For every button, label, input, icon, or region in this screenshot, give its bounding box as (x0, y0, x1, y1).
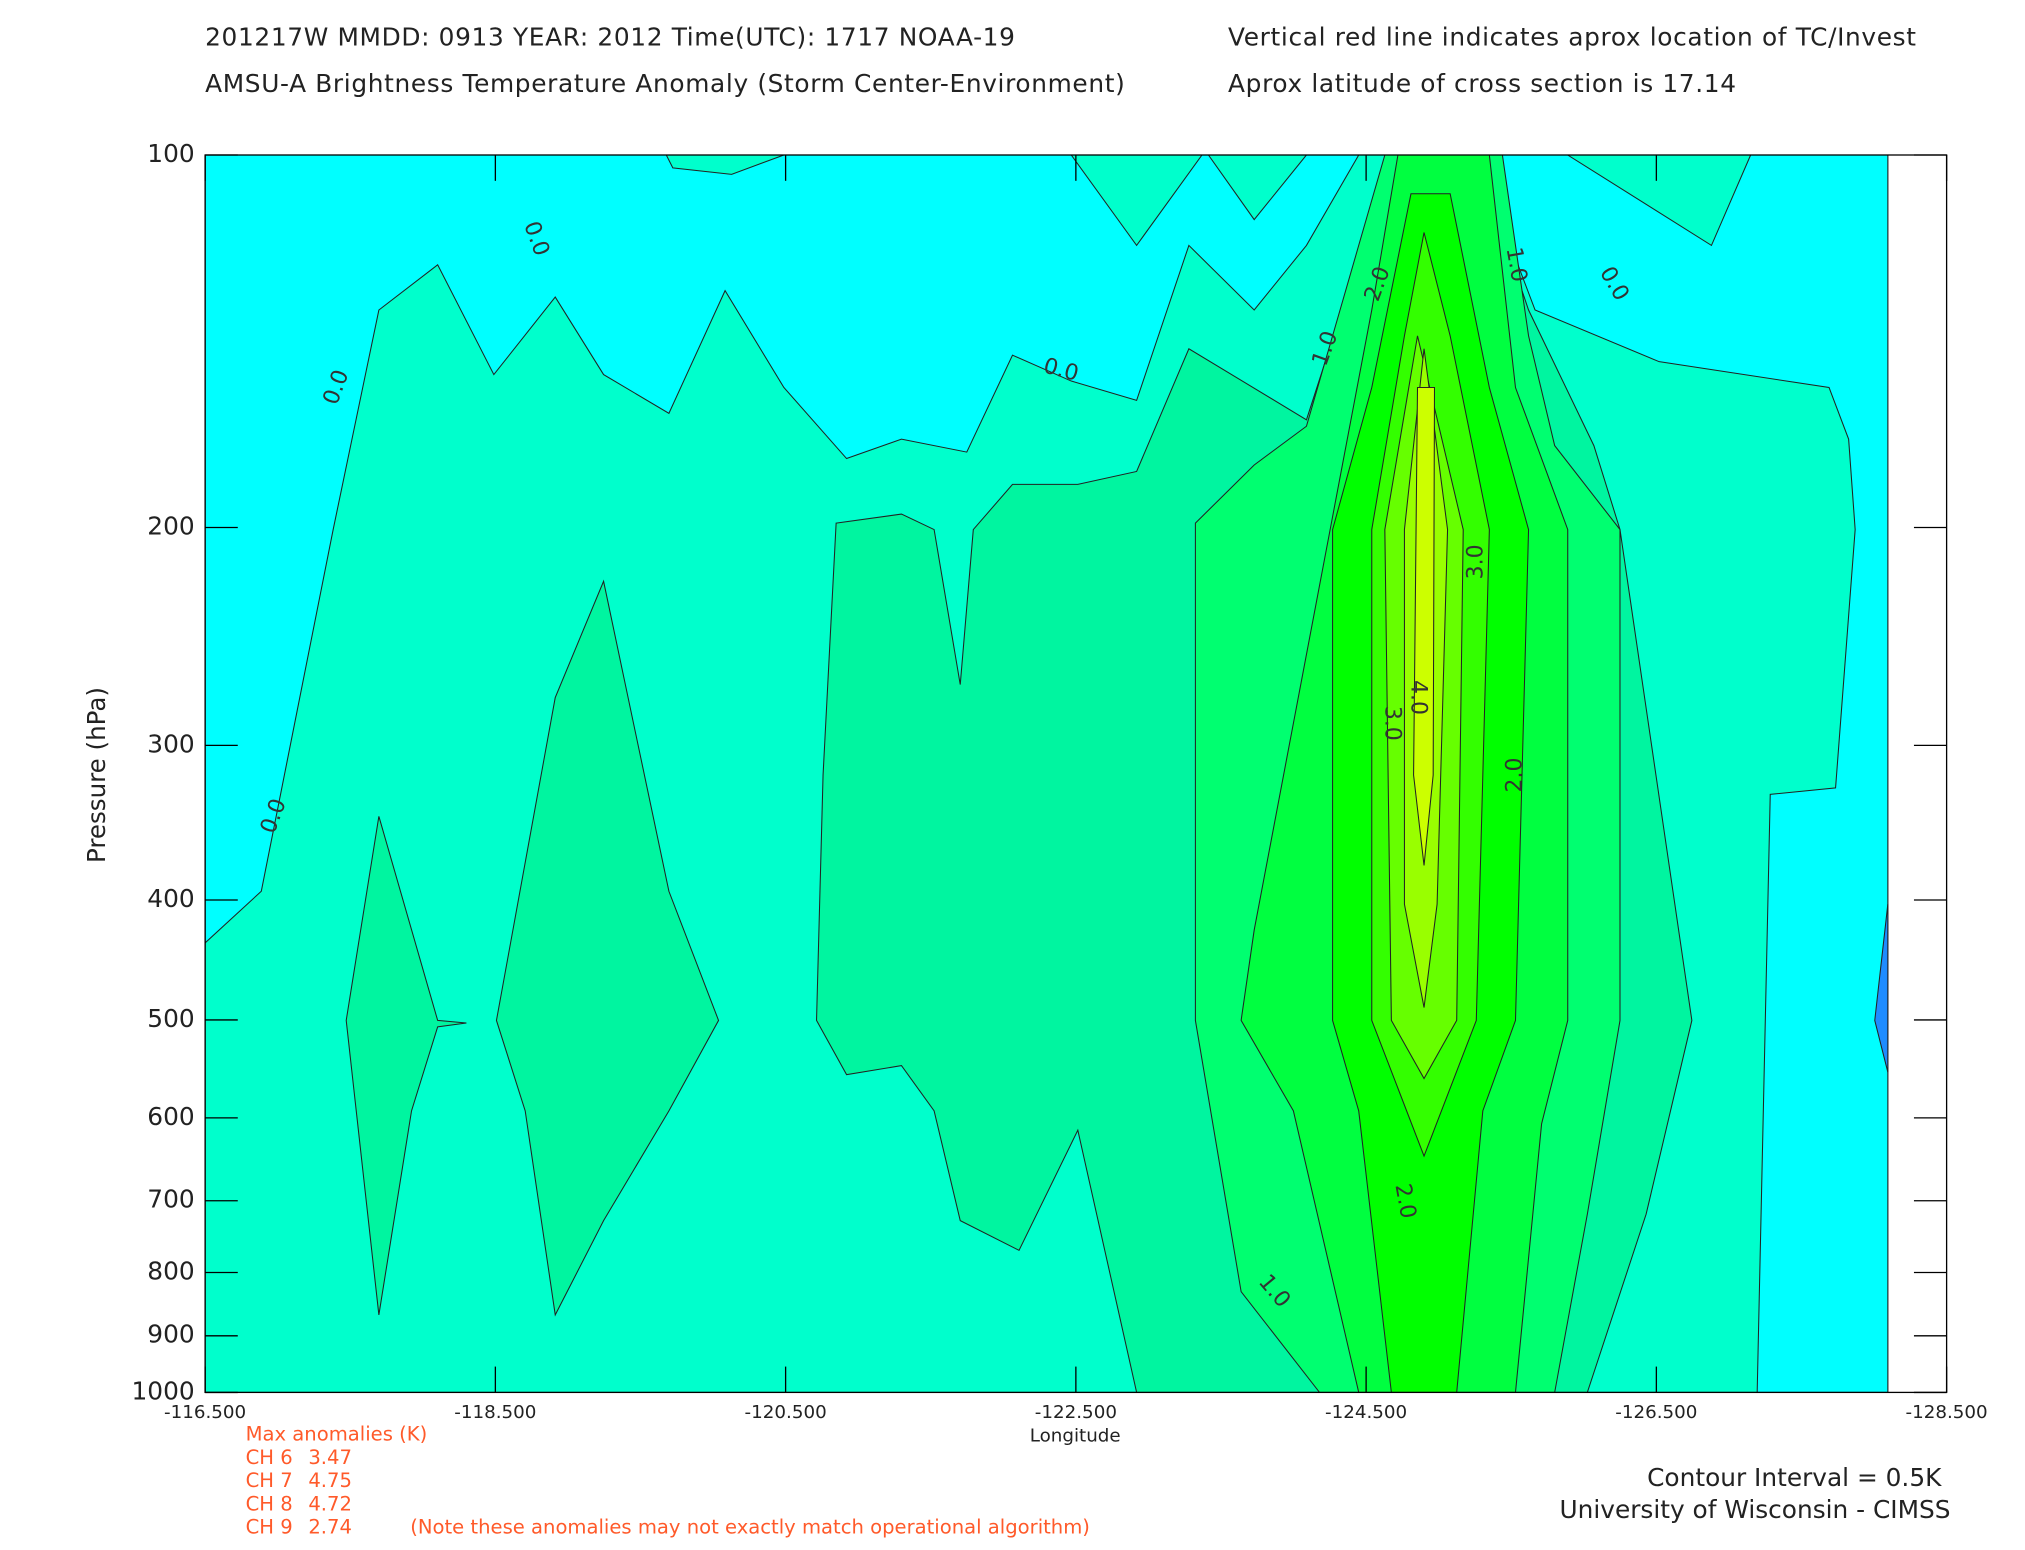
credit: University of Wisconsin - CIMSS (1559, 1495, 1950, 1524)
contour-label: 2.0 (1389, 1182, 1420, 1221)
y-axis-title: Pressure (hPa) (82, 687, 111, 863)
x-tick-label: -122.500 (1035, 1402, 1117, 1423)
anomaly-value: 2.74 (308, 1516, 352, 1539)
x-tick-label: -118.500 (454, 1402, 536, 1423)
y-tick-label: 800 (147, 1257, 194, 1286)
y-tick-label: 300 (147, 729, 194, 758)
x-axis-title: Longitude (1030, 1425, 1121, 1446)
y-tick-label: 900 (147, 1320, 194, 1349)
note: (Note these anomalies may not exactly ma… (410, 1516, 1090, 1539)
header-line: Aprox latitude of cross section is 17.14 (1228, 69, 1737, 98)
x-tick-label: -120.500 (745, 1402, 827, 1423)
contour-band (204, 154, 1360, 945)
anomalies-title: Max anomalies (K) (246, 1423, 428, 1446)
x-tick-label: -124.500 (1325, 1402, 1407, 1423)
anomaly-value: 3.47 (308, 1446, 352, 1469)
contour-band (1874, 904, 1889, 1073)
contour-label: 3.0 (1463, 544, 1488, 579)
anomaly-channel: CH 9 (246, 1516, 293, 1539)
anomaly-channel: CH 6 (246, 1446, 293, 1469)
contour-band (1413, 386, 1436, 866)
contour-band (345, 816, 467, 1315)
anomaly-channel: CH 8 (246, 1492, 293, 1515)
x-tick-label: -126.500 (1615, 1402, 1697, 1423)
y-tick-label: 200 (147, 512, 194, 541)
header-line: Vertical red line indicates aprox locati… (1228, 23, 1917, 52)
anomaly-value: 4.72 (308, 1492, 352, 1515)
contour-band (495, 579, 720, 1317)
contour-label: 2.0 (1502, 758, 1527, 793)
anomaly-channel: CH 7 (246, 1469, 293, 1492)
contour-label: 3.0 (1379, 706, 1404, 741)
y-tick-label: 100 (147, 139, 194, 168)
y-tick-label: 600 (147, 1102, 194, 1131)
anomaly-value: 4.75 (308, 1469, 352, 1492)
x-tick-label: -128.500 (1906, 1402, 1988, 1423)
contour-label: 4.0 (1405, 680, 1430, 715)
header-line: AMSU-A Brightness Temperature Anomaly (S… (205, 69, 1125, 98)
y-tick-label: 1000 (132, 1377, 195, 1406)
y-tick-label: 500 (147, 1004, 194, 1033)
contour-label: 1.0 (1501, 245, 1532, 284)
y-tick-label: 400 (147, 884, 194, 913)
contour-interval: Contour Interval = 0.5K (1647, 1463, 1942, 1492)
header-line: 201217W MMDD: 0913 YEAR: 2012 Time(UTC):… (205, 23, 1015, 52)
x-tick-label: -116.500 (164, 1402, 246, 1423)
y-tick-label: 700 (147, 1185, 194, 1214)
contour-band (1475, 154, 1889, 1393)
